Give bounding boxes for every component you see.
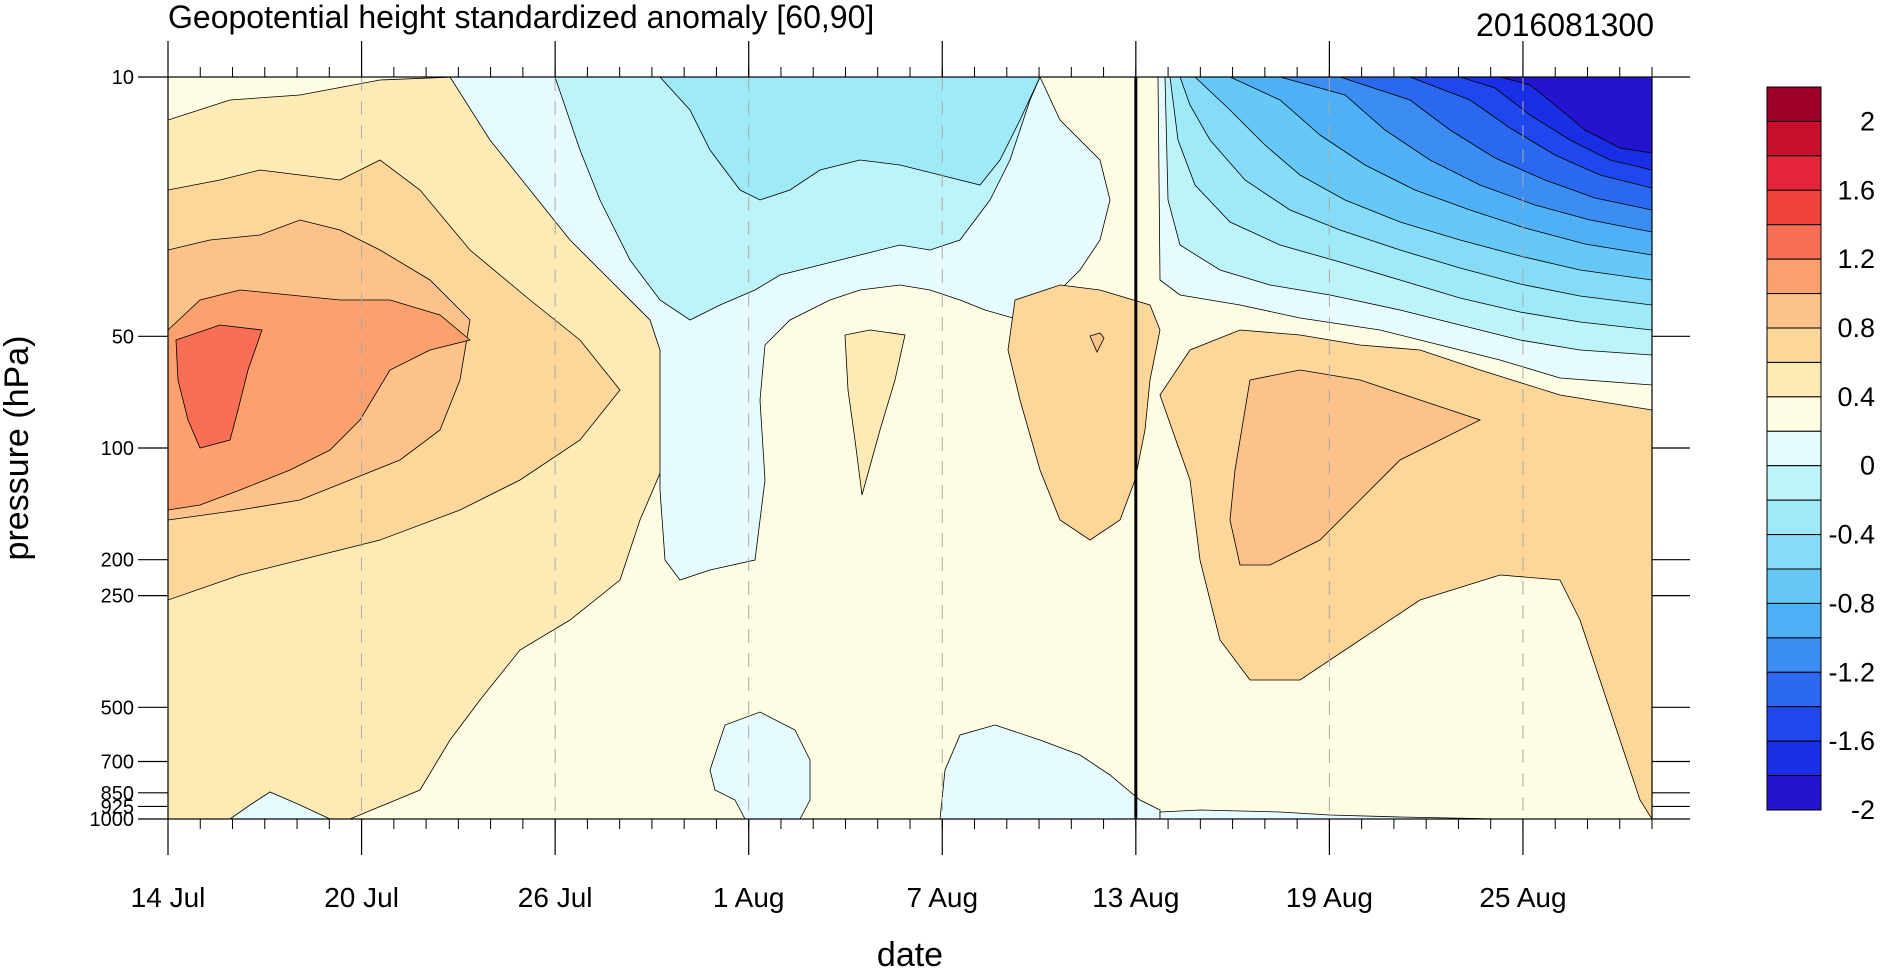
colorbar-swatch xyxy=(1766,396,1822,432)
colorbar-swatch xyxy=(1766,120,1822,157)
warm-small-aug xyxy=(1089,332,1105,353)
colorbar-label: -0.4 xyxy=(1828,520,1875,550)
y-tick-label: 700 xyxy=(101,752,134,774)
colorbar-swatch xyxy=(1766,465,1822,501)
colorbar-swatch xyxy=(1766,602,1822,639)
warm-tongue-aug xyxy=(844,329,906,496)
y-tick-label: 100 xyxy=(101,438,134,460)
x-tick-label: 14 Jul xyxy=(131,882,206,913)
warm-region-right-inner xyxy=(1229,369,1482,566)
cold-band-11 xyxy=(1499,77,1652,154)
x-axis-label: date xyxy=(877,936,943,969)
colorbar-label: 0.8 xyxy=(1837,313,1875,343)
y-tick-label: 250 xyxy=(101,586,134,608)
colorbar-swatch xyxy=(1766,637,1822,673)
x-tick-label: 1 Aug xyxy=(713,882,785,913)
colorbar-label: 0 xyxy=(1860,451,1875,481)
colorbar-swatch xyxy=(1766,155,1822,191)
colorbar-swatch xyxy=(1766,327,1822,363)
date-label: 2016081300 xyxy=(1476,7,1654,43)
colorbar-swatch xyxy=(1766,189,1822,226)
colorbar-swatch xyxy=(1766,499,1822,536)
y-tick-label: 10 xyxy=(112,67,134,89)
colorbar-swatch xyxy=(1766,224,1822,260)
x-tick-label: 13 Aug xyxy=(1092,882,1179,913)
colorbar-swatch xyxy=(1766,86,1822,122)
colorbar-label: -1.6 xyxy=(1828,726,1875,756)
x-tick-label: 25 Aug xyxy=(1479,882,1566,913)
colorbar-swatch xyxy=(1766,706,1822,742)
x-axis: 14 Jul 20 Jul 26 Jul 1 Aug 7 Aug 13 Aug 19 Aug… xyxy=(131,41,1653,913)
colorbar-swatch xyxy=(1766,568,1822,604)
x-tick-label: 7 Aug xyxy=(906,882,978,913)
y-tick-label: 200 xyxy=(101,550,134,572)
colorbar: 2 1.6 1.2 0.8 0.4 0 -0.4 -0.8 -1.2 -1.6 -2 xyxy=(1766,86,1875,825)
colorbar-swatch xyxy=(1766,430,1822,467)
x-tick-label: 26 Jul xyxy=(518,882,593,913)
chart-title: Geopotential height standardized anomaly… xyxy=(168,0,874,35)
y-tick-label: 1000 xyxy=(90,809,135,831)
cold-strip-bottom xyxy=(1159,809,1501,819)
colorbar-label: -2 xyxy=(1851,795,1875,825)
x-tick-label: 19 Aug xyxy=(1286,882,1373,913)
colorbar-swatch xyxy=(1766,258,1822,295)
colorbar-swatch xyxy=(1766,740,1822,777)
y-axis-label: pressure (hPa) xyxy=(0,336,36,561)
colorbar-swatch xyxy=(1766,361,1822,398)
colorbar-swatch xyxy=(1766,534,1822,570)
colorbar-label: 2 xyxy=(1860,106,1875,136)
cold-pocket-low-mid xyxy=(709,711,811,819)
y-tick-label: 925 xyxy=(101,796,134,818)
y-tick-label: 50 xyxy=(112,326,134,348)
contour-fields xyxy=(168,77,1652,819)
y-tick-label: 500 xyxy=(101,697,134,719)
cold-pocket-low-left xyxy=(229,791,331,819)
colorbar-label: 0.4 xyxy=(1837,382,1875,412)
colorbar-label: -1.2 xyxy=(1828,657,1875,687)
colorbar-swatch xyxy=(1766,775,1822,811)
colorbar-label: 1.2 xyxy=(1837,244,1875,274)
colorbar-swatch xyxy=(1766,671,1822,708)
x-tick-label: 20 Jul xyxy=(324,882,399,913)
colorbar-swatch xyxy=(1766,293,1822,329)
colorbar-label: -0.8 xyxy=(1828,588,1875,618)
cold-region-strat-inner xyxy=(659,77,1041,201)
warm-region-core xyxy=(175,324,263,449)
colorbar-label: 1.6 xyxy=(1837,175,1875,205)
y-tick-label: 850 xyxy=(101,783,134,805)
